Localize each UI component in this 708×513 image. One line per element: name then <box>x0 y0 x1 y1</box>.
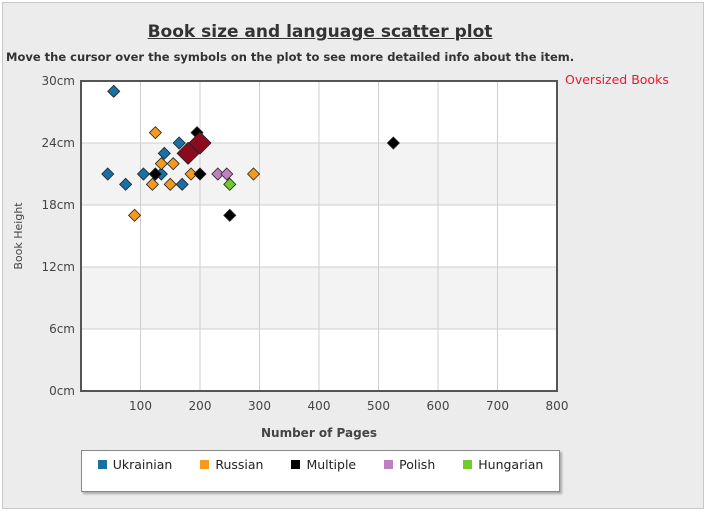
y-tick-label: 12cm <box>41 260 75 274</box>
point-russian[interactable] <box>127 208 142 222</box>
x-tick-label: 200 <box>189 399 212 413</box>
legend-label: Multiple <box>306 457 357 472</box>
y-axis-label: Book Height <box>12 202 25 270</box>
point-polish[interactable] <box>211 167 225 181</box>
point-russian[interactable] <box>166 157 180 171</box>
oversized-books-link[interactable]: Oversized Books <box>565 72 669 87</box>
point-multiple[interactable] <box>193 167 207 181</box>
point-ukrainian[interactable] <box>172 136 186 150</box>
legend-item-multiple: Multiple <box>291 455 356 475</box>
point-russian[interactable] <box>246 167 261 181</box>
legend-item-hungarian: Hungarian <box>463 455 543 475</box>
legend-item-polish: Polish <box>384 455 435 475</box>
x-tick-label: 600 <box>427 399 450 413</box>
chart-subtitle: Move the cursor over the symbols on the … <box>6 50 575 64</box>
x-axis-label: Number of Pages <box>261 426 377 440</box>
point-polish[interactable] <box>220 167 234 181</box>
legend-label: Russian <box>215 457 264 472</box>
point-russian[interactable] <box>184 167 198 181</box>
x-tick-label: 400 <box>308 399 331 413</box>
highlighted-point[interactable] <box>188 131 212 155</box>
x-tick-label: 700 <box>486 399 509 413</box>
legend: Ukrainian Russian Multiple Polish Hungarian <box>81 450 560 492</box>
legend-swatch <box>97 460 107 469</box>
legend-label: Ukrainian <box>112 457 173 472</box>
point-ukrainian[interactable] <box>107 84 121 98</box>
legend-item-ukrainian: Ukrainian <box>97 455 173 475</box>
point-hungarian[interactable] <box>223 177 237 191</box>
point-ukrainian[interactable] <box>101 167 115 181</box>
legend-swatch <box>200 460 210 469</box>
y-tick-label: 30cm <box>41 74 75 88</box>
point-ukrainian[interactable] <box>157 146 171 160</box>
point-russian[interactable] <box>154 157 168 171</box>
y-tick-label: 0cm <box>49 384 75 398</box>
legend-label: Polish <box>399 457 436 472</box>
x-tick-label: 100 <box>129 399 152 413</box>
point-russian[interactable] <box>145 177 159 191</box>
point-ukrainian[interactable] <box>136 167 151 181</box>
x-tick-label: 300 <box>248 399 271 413</box>
legend-swatch <box>463 460 473 469</box>
legend-item-russian: Russian <box>200 455 263 475</box>
point-ukrainian[interactable] <box>175 177 189 191</box>
point-multiple[interactable] <box>148 167 162 181</box>
y-tick-label: 6cm <box>49 322 75 336</box>
x-tick-label: 800 <box>546 399 569 413</box>
legend-label: Hungarian <box>478 457 544 472</box>
x-tick-label: 500 <box>367 399 390 413</box>
point-russian[interactable] <box>148 126 162 140</box>
plot-border <box>80 80 558 392</box>
point-multiple[interactable] <box>223 208 237 222</box>
point-multiple[interactable] <box>386 136 400 150</box>
legend-swatch <box>291 460 301 469</box>
y-tick-label: 24cm <box>41 136 75 150</box>
y-tick-label: 18cm <box>41 198 75 212</box>
point-ukrainian[interactable] <box>119 177 133 191</box>
legend-swatch <box>384 460 394 469</box>
point-russian[interactable] <box>163 177 177 191</box>
chart-title: Book size and language scatter plot <box>147 22 493 42</box>
